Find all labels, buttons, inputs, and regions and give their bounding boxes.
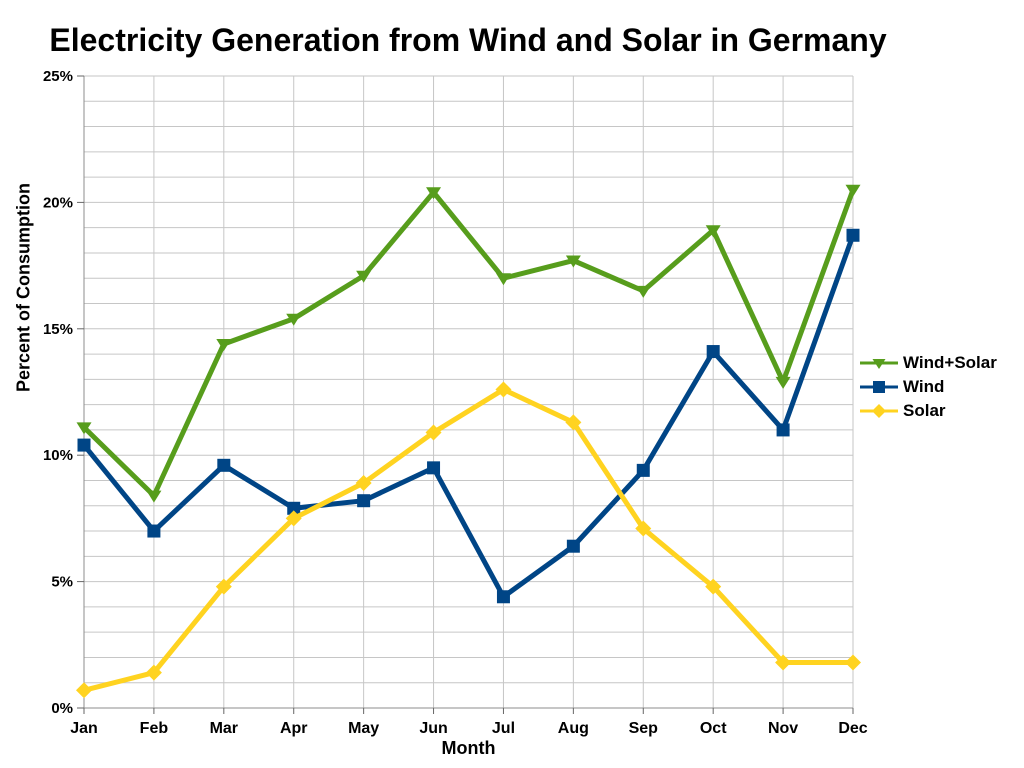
series-line (82, 188, 856, 500)
marker-square (566, 539, 580, 553)
marker-triangle-down (146, 490, 162, 503)
marker-triangle-down (286, 313, 302, 326)
x-tick-label: Sep (629, 720, 659, 737)
marker-square (217, 458, 231, 472)
marker-diamond (76, 682, 92, 699)
legend-item-solar: Solar (860, 400, 997, 421)
marker-triangle-down (635, 285, 651, 298)
y-tick-label: 10% (43, 447, 73, 464)
x-tick-label: Oct (700, 720, 727, 737)
marker-diamond (705, 578, 722, 595)
marker-diamond (775, 654, 792, 671)
marker-triangle-down (565, 255, 581, 268)
legend-swatch-wind (860, 380, 898, 393)
series-solar (76, 381, 861, 699)
x-tick-label: Mar (210, 720, 238, 737)
marker-diamond (565, 414, 582, 431)
marker-triangle-down (845, 184, 861, 197)
x-tick-label: Apr (280, 720, 308, 737)
chart-title: Electricity Generation from Wind and Sol… (49, 22, 887, 58)
marker-triangle-down (705, 225, 721, 238)
gridlines (83, 75, 854, 709)
x-tick-label: Feb (140, 720, 169, 737)
y-tick-labels: 0% 5% 10% 15% 20% 25% (43, 68, 84, 717)
marker-triangle-down (426, 187, 442, 200)
marker-square (496, 590, 510, 604)
marker-square (846, 228, 860, 242)
marker-triangle-down (356, 270, 372, 283)
x-tick-label: Aug (558, 720, 589, 737)
marker-triangle-down (216, 338, 232, 351)
marker-square (636, 463, 650, 477)
marker-diamond (285, 510, 302, 527)
legend-item-wind: Wind (860, 376, 997, 397)
marker-square (147, 524, 161, 538)
marker-square (77, 438, 91, 452)
y-tick-label: 5% (51, 574, 73, 591)
legend-label-wind: Wind (903, 376, 945, 396)
y-tick-label: 15% (43, 321, 73, 338)
marker-triangle-down (76, 422, 92, 435)
marker-square (287, 501, 301, 515)
x-tick-label: Jul (492, 720, 515, 737)
series-wind-solar (76, 184, 861, 503)
legend-marker-diamond (872, 403, 886, 418)
marker-triangle-down (495, 273, 511, 286)
y-tick-label: 0% (51, 700, 73, 717)
series-line (83, 386, 853, 693)
marker-square (706, 345, 720, 359)
x-tick-label: Dec (838, 720, 867, 737)
legend-item-wind-solar: Wind+Solar (860, 352, 997, 373)
legend-label-solar: Solar (903, 400, 946, 420)
legend-marker-square (873, 380, 885, 393)
marker-diamond (425, 424, 442, 441)
legend-marker-triangle-down (872, 358, 886, 369)
legend-label-wind-solar: Wind+Solar (903, 352, 997, 372)
y-tick-label: 20% (43, 194, 73, 211)
marker-diamond (215, 578, 232, 595)
x-axis-title: Month (441, 738, 496, 758)
marker-diamond (355, 475, 372, 492)
legend-swatch-wind-solar (860, 358, 898, 369)
axes (83, 76, 853, 709)
marker-diamond (495, 381, 512, 398)
legend: Wind+Solar Wind Solar (860, 352, 997, 421)
marker-diamond (145, 664, 162, 681)
y-tick-label: 25% (43, 68, 73, 85)
x-tick-label: Jan (70, 720, 98, 737)
x-tick-label: May (348, 720, 379, 737)
marker-diamond (635, 520, 652, 537)
marker-square (357, 494, 371, 508)
x-tick-labels: Jan Feb Mar Apr May Jun Jul Aug Sep Oct Nov Dec (70, 708, 868, 737)
marker-diamond (845, 654, 861, 671)
x-tick-label: Nov (768, 720, 798, 737)
marker-square (427, 461, 441, 475)
marker-triangle-down (775, 376, 791, 389)
series-line (82, 234, 856, 601)
series-wind (77, 228, 860, 604)
marker-square (776, 423, 790, 437)
x-tick-label: Jun (419, 720, 447, 737)
legend-swatch-solar (860, 403, 898, 418)
